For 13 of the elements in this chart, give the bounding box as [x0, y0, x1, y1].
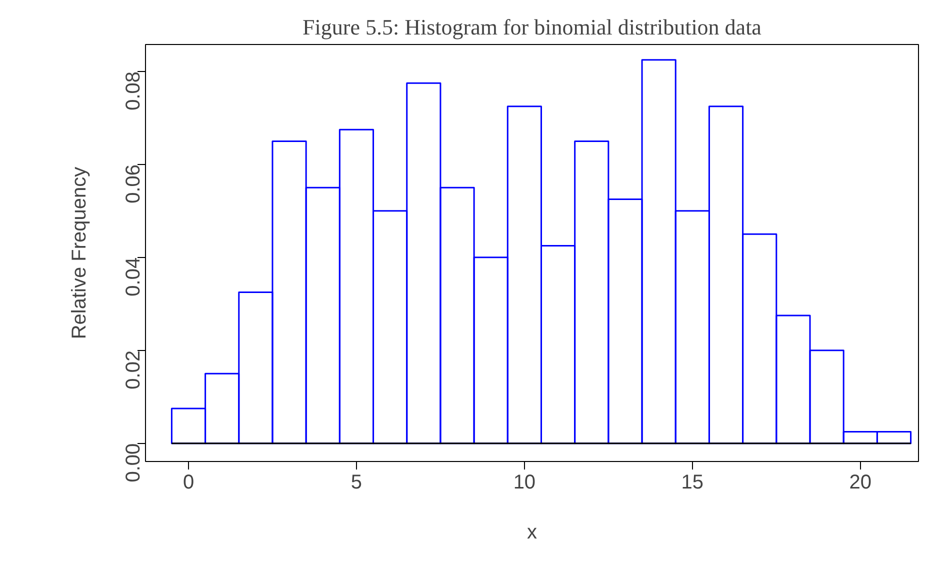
chart-title: Figure 5.5: Histogram for binomial distribution data [302, 14, 762, 40]
y-axis-title: Relative Frequency [68, 166, 90, 340]
x-axis-title: x [527, 522, 537, 544]
x-tick-label: 0 [182, 472, 194, 494]
y-tick-label: 0.08 [122, 71, 144, 110]
y-tick-label: 0.04 [122, 257, 144, 296]
x-tick-label: 5 [350, 472, 362, 494]
x-tick-label: 20 [849, 472, 872, 494]
y-tick-label: 0.00 [122, 443, 144, 482]
y-tick-label: 0.02 [122, 350, 144, 390]
x-tick-label: 15 [681, 472, 704, 494]
x-tick-label: 10 [513, 472, 536, 494]
y-tick-label: 0.06 [122, 164, 144, 204]
